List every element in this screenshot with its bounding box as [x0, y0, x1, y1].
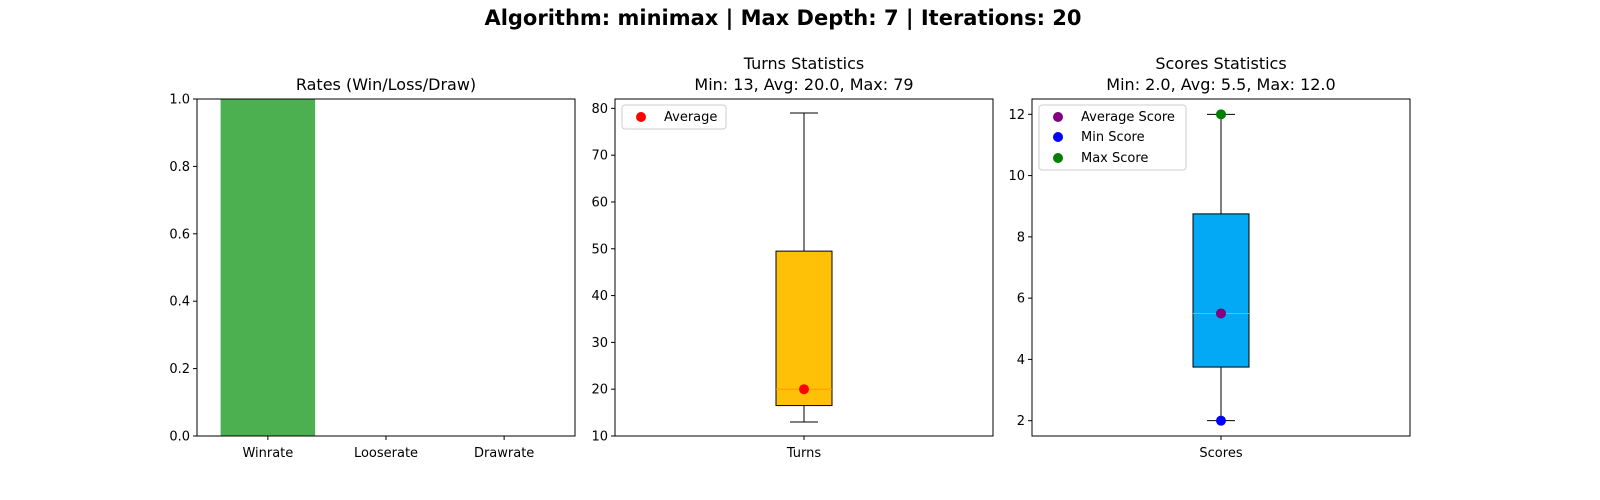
1-ytick-label: 70 [591, 149, 608, 164]
rates-drawrate-xtick-label: Drawrate [474, 446, 534, 461]
1-ytick-label: 60 [591, 195, 608, 210]
scores-legend-marker-min [1053, 132, 1063, 142]
scores-legend-label-max: Max Score [1081, 151, 1148, 166]
scores-legend-label-min: Min Score [1081, 130, 1145, 145]
turns-xtick-label: Turns [786, 446, 822, 461]
figure-suptitle: Algorithm: minimax | Max Depth: 7 | Iter… [484, 6, 1081, 31]
rates-bar-chart: Rates (Win/Loss/Draw) 0.0 0.2 0.4 0.6 0.8 1.0… [169, 75, 576, 461]
2-ytick-label: 12 [1008, 108, 1025, 123]
turns-legend-label-average: Average [664, 110, 717, 125]
turns-legend-box [621, 104, 727, 130]
scores-legend-marker-max [1053, 153, 1063, 163]
turns-chart-subtitle: Min: 13, Avg: 20.0, Max: 79 [694, 75, 913, 94]
1-ytick-label: 30 [591, 336, 608, 351]
scores-chart-title: Scores Statistics [1155, 54, 1286, 73]
scores-legend-box [1038, 104, 1187, 171]
2-ytick-label: 8 [1017, 230, 1025, 245]
0-ytick-label: 0.0 [169, 430, 190, 445]
0-ytick-label: 0.4 [169, 295, 190, 310]
bar-winrate [220, 99, 316, 436]
turns-box [775, 250, 833, 407]
2-ytick-label: 4 [1017, 353, 1025, 368]
turns-chart-title: Turns Statistics [743, 54, 864, 73]
turns-legend-marker-average [636, 112, 646, 122]
scores-point-min-score [1216, 415, 1226, 426]
rates-chart-title: Rates (Win/Loss/Draw) [296, 75, 476, 94]
scores-xtick-label: Scores [1199, 446, 1242, 461]
scores-point-max-score [1216, 109, 1226, 120]
scores-legend-label-average: Average Score [1081, 110, 1175, 125]
1-ytick-label: 40 [591, 289, 608, 304]
1-ytick-label: 10 [591, 430, 608, 445]
2-ytick-label: 6 [1017, 292, 1025, 307]
turns-legend: Average [621, 104, 727, 130]
1-ytick-label: 20 [591, 383, 608, 398]
rates-looserate-xtick-label: Looserate [354, 446, 418, 461]
0-ytick-label: 0.2 [169, 362, 190, 377]
0-ytick-label: 1.0 [169, 93, 190, 108]
scores-box [1192, 213, 1250, 368]
scores-legend: Average Score Min Score Max Score [1038, 104, 1187, 171]
scores-point-average-score [1216, 308, 1226, 319]
0-ytick-label: 0.6 [169, 227, 190, 242]
2-ytick-label: 10 [1008, 169, 1025, 184]
0-ytick-label: 0.8 [169, 160, 190, 175]
turns-box-chart: Turns Statistics Min: 13, Avg: 20.0, Max… [591, 54, 994, 461]
scores-chart-subtitle: Min: 2.0, Avg: 5.5, Max: 12.0 [1106, 75, 1335, 94]
rates-winrate-xtick-label: Winrate [242, 446, 293, 461]
1-ytick-label: 80 [591, 102, 608, 117]
turns-point-average [799, 384, 809, 395]
scores-box-chart: Scores Statistics Min: 2.0, Avg: 5.5, Ma… [1008, 54, 1411, 461]
2-ytick-label: 2 [1017, 414, 1025, 429]
1-ytick-label: 50 [591, 242, 608, 257]
scores-legend-marker-average [1053, 112, 1063, 122]
